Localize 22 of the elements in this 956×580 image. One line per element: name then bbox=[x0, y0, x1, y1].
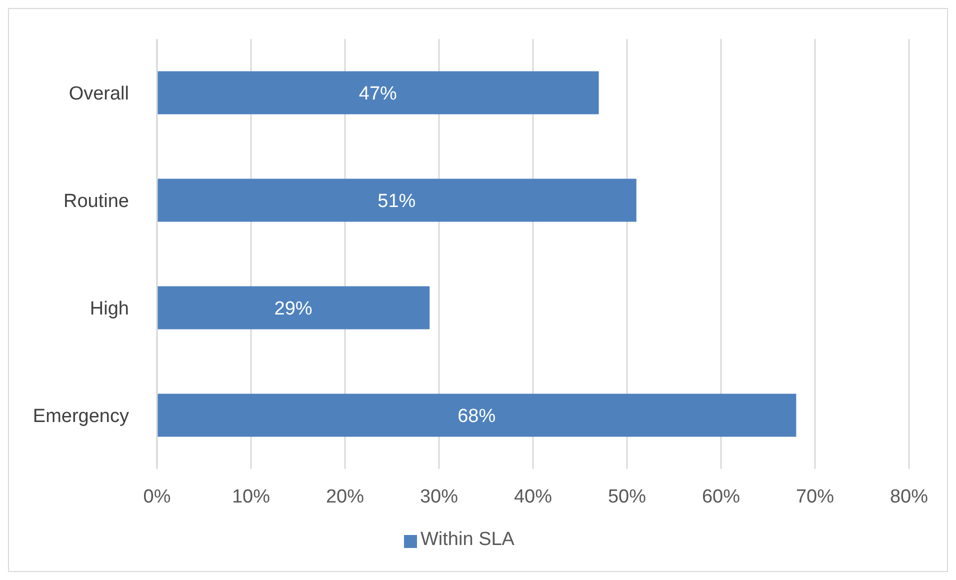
x-tick-label: 0% bbox=[143, 486, 171, 508]
y-tick-label: Routine bbox=[64, 190, 129, 212]
data-label: 51% bbox=[378, 190, 416, 212]
x-tick-label: 50% bbox=[608, 486, 646, 508]
x-tick-label: 70% bbox=[796, 486, 834, 508]
x-tick-label: 30% bbox=[420, 486, 458, 508]
bar bbox=[157, 394, 796, 437]
x-tick-label: 80% bbox=[890, 486, 928, 508]
x-tick-label: 40% bbox=[514, 486, 552, 508]
x-tick-label: 20% bbox=[326, 486, 364, 508]
x-tick-label: 60% bbox=[702, 486, 740, 508]
bar bbox=[157, 71, 599, 114]
y-tick-label: Emergency bbox=[32, 406, 130, 427]
bar bbox=[157, 178, 636, 222]
y-tick-label: Overall bbox=[68, 83, 129, 104]
data-label: 68% bbox=[458, 406, 496, 427]
x-tick-label: 10% bbox=[232, 486, 270, 508]
bar bbox=[157, 286, 430, 330]
data-label: 47% bbox=[358, 83, 398, 104]
y-tick-label: High bbox=[90, 298, 129, 320]
data-label: 29% bbox=[274, 298, 312, 320]
legend-label: Within SLA bbox=[420, 529, 514, 550]
